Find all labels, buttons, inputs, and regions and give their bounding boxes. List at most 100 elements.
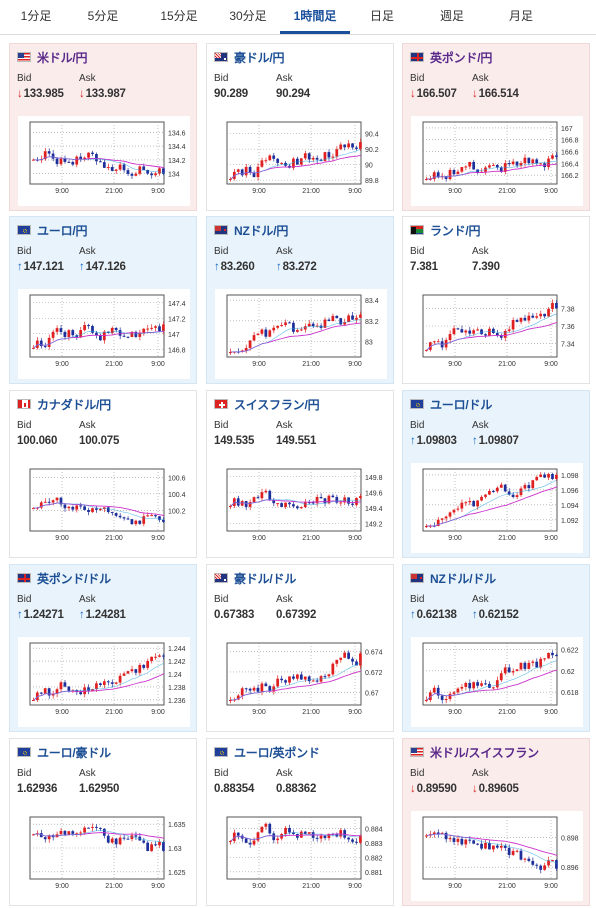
- tab-3[interactable]: 15分足: [160, 9, 198, 23]
- price-chart[interactable]: 149.8 149.6 149.4 149.2 9:00 21:00 9:00: [215, 463, 387, 553]
- tab-1[interactable]: 1分足: [20, 9, 52, 23]
- rate-card[interactable]: 米ドル/円 Bid Ask ↓133.985 ↓133.987 134.6 134.4 134…: [9, 43, 197, 211]
- currency-pair-link[interactable]: NZドル/円: [234, 223, 289, 238]
- currency-pair-link[interactable]: 豪ドル/ドル: [234, 571, 297, 586]
- bid-price: 100.060: [17, 435, 57, 447]
- candle-body: [162, 519, 165, 522]
- candle-body: [448, 838, 452, 840]
- rate-card[interactable]: 米ドル/スイスフラン Bid Ask ↓0.89590 ↓0.89605 0.898 0.8…: [402, 738, 590, 906]
- candle-body: [272, 327, 276, 331]
- y-tick-label: 147: [168, 332, 180, 339]
- candle-body: [303, 153, 307, 159]
- bid-price: ↓166.507: [410, 88, 457, 100]
- currency-pair-link[interactable]: スイスフラン/円: [234, 397, 320, 412]
- currency-pair-link[interactable]: カナダドル/円: [37, 397, 111, 412]
- price-chart[interactable]: 7.38 7.36 7.34 9:00 21:00 9:00: [411, 289, 583, 379]
- rate-card[interactable]: 英ポンド/ドル Bid Ask ↑1.24271 ↑1.24281 1.244 1.242 1…: [9, 564, 197, 732]
- currency-pair-link[interactable]: 英ポンド/ドル: [37, 571, 111, 586]
- candle-body: [118, 164, 122, 170]
- price-chart[interactable]: 83.4 83.2 83 9:00 21:00 9:00: [215, 289, 387, 379]
- candle-body: [347, 497, 350, 504]
- ask-price: 100.075: [79, 435, 119, 447]
- candle-body: [503, 667, 507, 674]
- currency-flag-icon: [410, 225, 424, 235]
- bid-label: Bid: [214, 768, 229, 779]
- currency-pair-link[interactable]: 米ドル/スイスフラン: [430, 745, 539, 760]
- price-chart[interactable]: 0.884 0.883 0.882 0.881 9:00 21:00 9:00: [215, 811, 387, 901]
- bid-price: ↑83.260: [214, 261, 255, 273]
- price-chart[interactable]: 1.244 1.242 1.24 1.238 1.236 9:00 21:00 9:00: [18, 637, 190, 727]
- candle-body: [83, 687, 86, 695]
- currency-pair-link[interactable]: ランド/円: [430, 223, 481, 238]
- bid-price: ↑1.24271: [17, 609, 64, 621]
- candle-body: [327, 152, 331, 158]
- rate-card[interactable]: カナダドル/円 Bid Ask 100.060 100.075 100.6 100.4 100…: [9, 390, 197, 558]
- candle-body: [99, 161, 102, 163]
- candle-body: [547, 652, 550, 659]
- rate-card[interactable]: ランド/円 Bid Ask 7.381 7.390 7.38 7.36 7.34 9:00 21:…: [402, 216, 590, 384]
- candle-body: [484, 334, 487, 336]
- card-title: 豪ドル/ドル: [214, 570, 296, 586]
- rate-card[interactable]: ユーロ/円 Bid Ask ↑147.121 ↑147.126 147.4 147.2 147…: [9, 216, 197, 384]
- y-tick-label: 1.244: [168, 646, 186, 653]
- price-chart[interactable]: 0.622 0.62 0.618 9:00 21:00 9:00: [411, 637, 583, 727]
- tab-7[interactable]: 週足: [439, 9, 464, 23]
- candle-body: [118, 675, 122, 683]
- rate-card[interactable]: 豪ドル/円 Bid Ask 90.289 90.294 90.4 90.2 90 89.8 9:0…: [206, 43, 394, 211]
- rate-card[interactable]: ユーロ/豪ドル Bid Ask 1.62936 1.62950 1.635 1.63 1.62…: [9, 738, 197, 906]
- currency-pair-link[interactable]: ユーロ/円: [37, 223, 88, 238]
- price-chart[interactable]: 0.674 0.672 0.67 9:00 21:00 9:00: [215, 637, 387, 727]
- price-chart[interactable]: 167 166.8 166.6 166.4 166.2 9:00 21:00 9:00: [411, 116, 583, 206]
- currency-pair-link[interactable]: NZドル/ドル: [430, 571, 496, 586]
- x-tick-label: 21:00: [498, 535, 516, 542]
- candle-body: [95, 826, 98, 828]
- rate-card[interactable]: ユーロ/英ポンド Bid Ask 0.88354 0.88362 0.884 0.883 0.…: [206, 738, 394, 906]
- y-tick-label: 166.2: [561, 173, 579, 180]
- candle-body: [268, 330, 272, 337]
- currency-pair-link[interactable]: ユーロ/ドル: [430, 397, 493, 412]
- chart-frame: [226, 468, 362, 532]
- rate-card[interactable]: NZドル/ドル Bid Ask ↑0.62138 ↑0.62152 0.622 0.62 0.…: [402, 564, 590, 732]
- x-tick-label: 9:00: [151, 535, 165, 542]
- candle-body: [134, 669, 138, 673]
- tab-2[interactable]: 5分足: [87, 9, 119, 23]
- candle-body: [106, 835, 110, 843]
- candle-body: [488, 328, 491, 336]
- candle-body: [236, 695, 240, 700]
- price-chart[interactable]: 1.098 1.096 1.094 1.092 9:00 21:00 9:00: [411, 463, 583, 553]
- currency-pair-link[interactable]: 英ポンド/円: [430, 50, 493, 65]
- tab-6[interactable]: 日足: [369, 9, 394, 23]
- card-title: 豪ドル/円: [214, 49, 285, 65]
- candle-body: [327, 833, 331, 839]
- currency-pair-link[interactable]: 米ドル/円: [37, 50, 88, 65]
- currency-flag-icon: [214, 747, 228, 757]
- price-chart[interactable]: 1.635 1.63 1.625 9:00 21:00 9:00: [18, 811, 190, 901]
- rate-card[interactable]: 豪ドル/ドル Bid Ask 0.67383 0.67392 0.674 0.672 0.67…: [206, 564, 394, 732]
- price-chart[interactable]: 90.4 90.2 90 89.8 9:00 21:00 9:00: [215, 116, 387, 206]
- currency-flag-icon: [17, 52, 31, 62]
- price-chart[interactable]: 134.6 134.4 134.2 134 9:00 21:00 9:00: [18, 116, 190, 206]
- candle-body: [276, 678, 280, 687]
- tab-8[interactable]: 月足: [508, 9, 533, 23]
- currency-pair-link[interactable]: ユーロ/英ポンド: [234, 745, 320, 760]
- candle-body: [464, 166, 468, 168]
- tab-5[interactable]: 1時間足: [280, 0, 350, 34]
- currency-pair-link[interactable]: 豪ドル/円: [234, 50, 285, 65]
- candle-body: [452, 509, 456, 513]
- ask-value: 7.390: [472, 261, 500, 273]
- candle-body: [488, 490, 491, 495]
- candle-body: [452, 838, 456, 842]
- rate-card[interactable]: 英ポンド/円 Bid Ask ↓166.507 ↓166.514 167 166.8 166.…: [402, 43, 590, 211]
- rate-card[interactable]: スイスフラン/円 Bid Ask 149.535 149.551 149.8 149.6 14…: [206, 390, 394, 558]
- y-tick-label: 149.6: [365, 490, 383, 497]
- currency-pair-link[interactable]: ユーロ/豪ドル: [37, 745, 111, 760]
- price-chart[interactable]: 147.4 147.2 147 146.8 9:00 21:00 9:00: [18, 289, 190, 379]
- rate-card[interactable]: NZドル/円 Bid Ask ↑83.260 ↑83.272 83.4 83.2 83 9:00…: [206, 216, 394, 384]
- candle-body: [71, 161, 75, 165]
- rate-card[interactable]: ユーロ/ドル Bid Ask ↑1.09803 ↑1.09807 1.098 1.096 1.…: [402, 390, 590, 558]
- price-chart[interactable]: 100.6 100.4 100.2 9:00 21:00 9:00: [18, 463, 190, 553]
- candle-body: [425, 700, 428, 702]
- price-chart[interactable]: 0.898 0.896 9:00 21:00 9:00: [411, 811, 583, 901]
- candle-body: [71, 831, 75, 834]
- tab-4[interactable]: 30分足: [229, 9, 267, 23]
